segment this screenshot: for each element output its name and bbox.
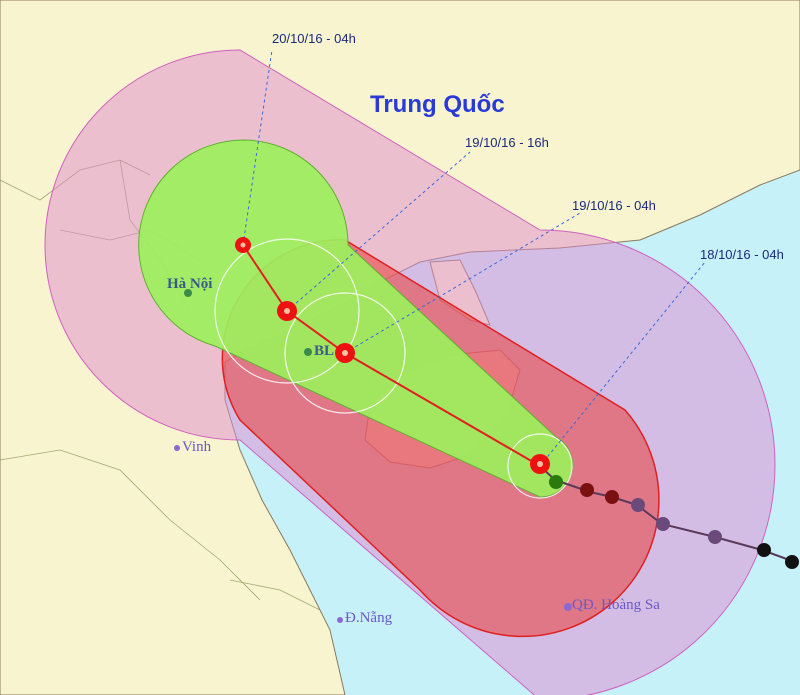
storm-icon bbox=[277, 301, 297, 321]
place-label-hanoi: Hà Nội bbox=[167, 276, 213, 292]
storm-icon bbox=[549, 475, 563, 489]
place-label-vinh: Vinh bbox=[182, 439, 212, 455]
past-storm-positions bbox=[549, 475, 799, 569]
uncertainty-circles bbox=[214, 238, 573, 499]
forecast-time-label: 18/10/16 - 04h bbox=[700, 247, 784, 262]
time-leader-lines bbox=[242, 49, 706, 467]
city-markers bbox=[174, 289, 572, 623]
storm-icon bbox=[605, 490, 619, 504]
storm-icon bbox=[656, 517, 670, 531]
storm-icon bbox=[757, 543, 771, 557]
storm-icon bbox=[580, 483, 594, 497]
storm-icon bbox=[235, 237, 251, 253]
storm-icon bbox=[530, 454, 550, 474]
place-label-bl: BL bbox=[314, 343, 335, 359]
forecast-time-label: 19/10/16 - 04h bbox=[572, 198, 656, 213]
track-cone bbox=[138, 139, 573, 498]
storm-icon bbox=[631, 498, 645, 512]
place-label-danang: Đ.Nẵng bbox=[345, 610, 393, 626]
storm-icon bbox=[708, 530, 722, 544]
forecast-time-label: 19/10/16 - 16h bbox=[465, 135, 549, 150]
storm-icon bbox=[335, 343, 355, 363]
forecast-time-label: 20/10/16 - 04h bbox=[272, 31, 356, 46]
storm-icon bbox=[785, 555, 799, 569]
place-label-hoangsa: QĐ. Hoàng Sa bbox=[572, 597, 660, 613]
forecast-storm-positions bbox=[235, 237, 550, 474]
country-label: Trung Quốc bbox=[370, 91, 505, 118]
forecast-track-line bbox=[242, 244, 541, 467]
